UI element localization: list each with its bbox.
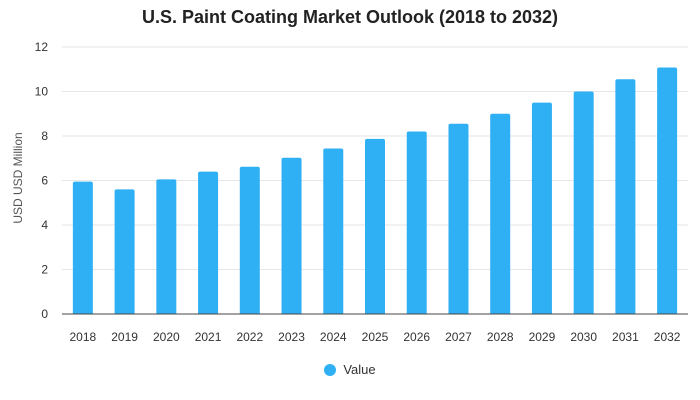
x-tick-label: 2028 — [487, 330, 514, 344]
x-tick-label: 2022 — [236, 330, 263, 344]
bar — [406, 131, 427, 314]
x-tick-label: 2032 — [654, 330, 681, 344]
x-tick-label: 2027 — [445, 330, 472, 344]
chart-title: U.S. Paint Coating Market Outlook (2018 … — [141, 7, 559, 27]
x-tick-label: 2031 — [612, 330, 639, 344]
y-tick-label: 2 — [41, 263, 48, 277]
legend[interactable]: Value — [0, 362, 700, 377]
x-tick-label: 2026 — [403, 330, 430, 344]
x-tick-label: 2020 — [153, 330, 180, 344]
legend-swatch — [324, 363, 337, 376]
y-tick-label: 6 — [41, 174, 48, 188]
bar — [573, 91, 594, 314]
bar — [198, 171, 219, 314]
bar — [531, 102, 552, 314]
bar — [615, 79, 636, 314]
x-tick-label: 2023 — [278, 330, 305, 344]
x-tick-label: 2025 — [362, 330, 389, 344]
x-tick-label: 2021 — [195, 330, 222, 344]
bar — [657, 67, 678, 314]
x-tick-label: 2029 — [529, 330, 556, 344]
y-tick-label: 4 — [41, 218, 48, 232]
bar — [114, 189, 135, 314]
y-tick-label: 0 — [41, 307, 48, 321]
bar — [448, 123, 469, 314]
legend-label: Value — [343, 362, 376, 377]
x-tick-label: 2018 — [70, 330, 97, 344]
bar — [490, 113, 511, 314]
x-tick-label: 2019 — [111, 330, 138, 344]
x-tick-label: 2030 — [570, 330, 597, 344]
bar — [239, 166, 260, 314]
x-tick-label: 2024 — [320, 330, 347, 344]
bar — [156, 179, 177, 314]
bar — [72, 181, 93, 314]
bar — [365, 138, 385, 314]
bar — [281, 157, 302, 314]
y-tick-label: 10 — [35, 85, 49, 99]
bar — [323, 148, 344, 314]
y-tick-label: 12 — [35, 40, 49, 54]
y-tick-label: 8 — [41, 129, 48, 143]
